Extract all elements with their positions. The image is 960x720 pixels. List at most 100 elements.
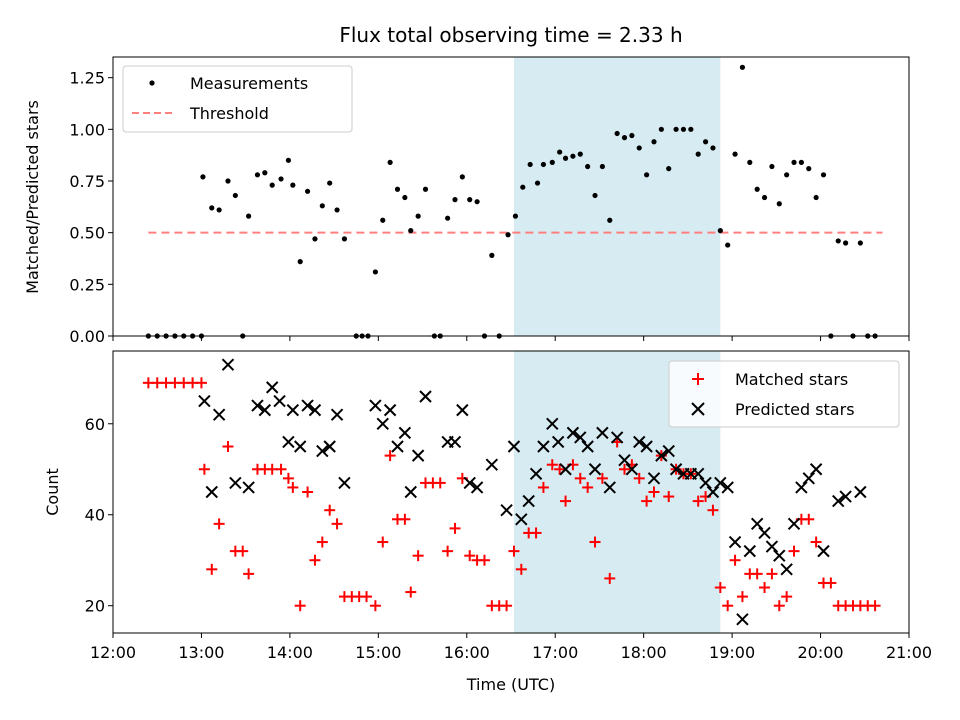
predicted-point-36 — [522, 494, 535, 508]
predicted-point-1 — [205, 485, 218, 499]
measurement-point-54 — [549, 159, 555, 165]
measurement-point-41 — [452, 197, 458, 203]
matched-point-7 — [198, 463, 210, 475]
predicted-point-61 — [706, 485, 720, 499]
matched-point-90 — [810, 536, 822, 548]
measurement-point-50 — [520, 184, 526, 190]
matched-point-60 — [589, 536, 601, 548]
matched-point-53 — [537, 481, 549, 493]
matched-point-79 — [729, 554, 741, 566]
measurement-point-49 — [512, 213, 519, 219]
predicted-point-15 — [316, 444, 329, 458]
top-ytick-label-4: 1.00 — [69, 120, 105, 139]
bottom-legend: Matched stars Predicted stars — [668, 360, 900, 428]
matched-point-45 — [478, 554, 490, 566]
measurement-point-75 — [702, 139, 709, 145]
top-observing-window-shade — [513, 57, 721, 336]
measurement-point-16 — [269, 182, 275, 188]
matched-point-24 — [324, 504, 336, 516]
matched-point-55 — [554, 463, 566, 475]
matched-point-67 — [641, 495, 653, 507]
matched-point-86 — [781, 591, 793, 603]
measurement-point-68 — [651, 139, 657, 145]
predicted-point-75 — [809, 463, 823, 476]
predicted-point-78 — [839, 490, 852, 503]
predicted-point-11 — [286, 403, 300, 417]
measurement-point-93 — [835, 238, 841, 244]
matched-point-34 — [399, 513, 411, 525]
chart-title: Flux total observing time = 2.33 h — [339, 23, 682, 47]
matched-point-62 — [604, 572, 616, 584]
matched-point-18 — [282, 472, 294, 484]
predicted-point-76 — [817, 544, 830, 558]
predicted-point-31 — [470, 481, 484, 494]
bottom-ytick-label-2: 60 — [85, 415, 105, 434]
predicted-point-41 — [559, 463, 572, 476]
measurement-point-65 — [629, 132, 635, 139]
measurement-point-32 — [387, 159, 393, 165]
measurement-point-37 — [422, 186, 429, 192]
measurement-point-24 — [327, 180, 333, 186]
matched-point-83 — [759, 582, 771, 594]
measurement-point-40 — [445, 215, 451, 221]
matched-point-12 — [237, 545, 249, 557]
xtick-label-9: 21:00 — [886, 643, 932, 662]
xtick-label-1: 13:00 — [178, 643, 224, 662]
predicted-point-54 — [655, 449, 668, 462]
bottom-x-ticks: 12:00 13:00 14:00 15:00 16:00 17:00 18:00 19:00… — [90, 633, 932, 662]
measurement-point-18 — [285, 157, 292, 163]
measurement-point-34 — [402, 194, 408, 201]
xtick-label-3: 15:00 — [355, 643, 401, 662]
matched-point-92 — [825, 577, 837, 589]
measurement-point-7 — [200, 174, 206, 180]
predicted-point-0 — [198, 394, 211, 408]
measurement-point-76 — [710, 145, 716, 151]
measurement-point-53 — [540, 161, 547, 168]
measurement-point-59 — [585, 163, 591, 170]
measurement-point-87 — [791, 159, 797, 165]
legend-threshold-label: Threshold — [189, 104, 269, 123]
predicted-point-38 — [537, 440, 550, 453]
predicted-point-79 — [854, 485, 867, 499]
matched-point-85 — [773, 600, 785, 612]
measurement-point-36 — [415, 213, 421, 219]
predicted-point-12 — [294, 440, 307, 453]
top-marks — [145, 64, 883, 339]
matched-point-80 — [736, 591, 748, 603]
measurement-point-30 — [372, 269, 378, 275]
measurement-point-52 — [534, 180, 541, 186]
predicted-point-43 — [574, 431, 587, 444]
predicted-point-52 — [640, 440, 653, 453]
predicted-point-4 — [229, 476, 242, 490]
predicted-point-55 — [662, 444, 675, 458]
predicted-point-32 — [485, 458, 499, 471]
top-ytick-label-3: 0.75 — [69, 172, 105, 191]
xtick-label-6: 18:00 — [621, 643, 667, 662]
predicted-point-7 — [258, 403, 272, 417]
predicted-point-8 — [265, 381, 279, 394]
predicted-point-56 — [669, 463, 683, 476]
predicted-point-10 — [282, 435, 295, 449]
predicted-point-59 — [692, 467, 705, 481]
bottom-y-ticks: 20 40 60 — [85, 415, 113, 616]
measurement-point-81 — [747, 159, 753, 165]
legend-predicted-swatch — [691, 402, 705, 416]
predicted-point-35 — [515, 513, 528, 526]
measurement-point-35 — [408, 228, 414, 234]
measurement-point-78 — [725, 242, 731, 248]
matched-point-50 — [515, 563, 527, 575]
matched-point-17 — [275, 463, 287, 475]
measurement-point-69 — [658, 126, 664, 132]
measurement-point-43 — [467, 197, 473, 203]
matched-point-43 — [464, 550, 476, 562]
bottom-ytick-label-0: 20 — [85, 597, 105, 616]
matched-point-52 — [530, 527, 542, 539]
matched-point-20 — [294, 600, 306, 612]
matched-point-89 — [803, 513, 815, 525]
predicted-point-29 — [456, 403, 469, 417]
measurement-point-85 — [776, 201, 782, 207]
matched-point-48 — [501, 600, 513, 612]
measurement-point-21 — [304, 188, 311, 194]
matched-point-49 — [508, 545, 520, 557]
